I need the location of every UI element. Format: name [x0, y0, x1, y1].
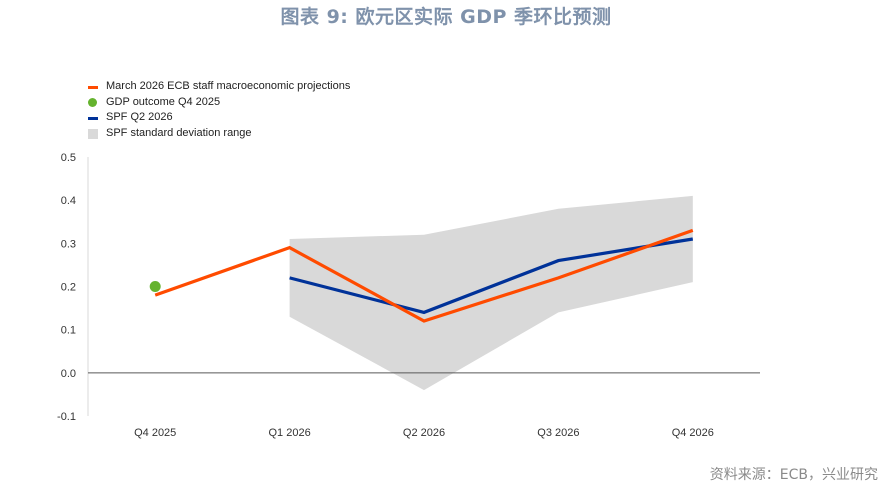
- y-tick-label: 0.5: [61, 152, 76, 164]
- legend-item-ecb-projections: March 2026 ECB staff macroeconomic proje…: [88, 79, 350, 95]
- orange-line-swatch: [88, 85, 98, 89]
- source-note: 资料来源：ECB，兴业研究: [709, 467, 878, 483]
- legend-label: March 2026 ECB staff macroeconomic proje…: [106, 80, 351, 92]
- blue-line-swatch: [88, 116, 98, 120]
- x-tick-label: Q4 2025: [134, 427, 176, 439]
- y-tick-label: 0.4: [61, 195, 76, 207]
- gray-square-swatch: [88, 128, 98, 139]
- y-tick-label: 0.2: [61, 282, 76, 294]
- spf-standard-deviation-range-band: [289, 195, 693, 391]
- y-tick-label: 0.3: [61, 238, 76, 250]
- legend-item-gdp-outcome: GDP outcome Q4 2025: [88, 95, 350, 111]
- legend-label: SPF Q2 2026: [106, 111, 173, 124]
- gdp-outcome-q4-2025-marker: [149, 281, 161, 292]
- legend-item-spf: SPF Q2 2026: [88, 110, 350, 126]
- chart-title: 图表 9: 欧元区实际 GDP 季环比预测: [280, 6, 612, 28]
- y-tick-label: -0.1: [57, 411, 76, 423]
- legend-label: SPF standard deviation range: [106, 127, 252, 140]
- x-tick-label: Q4 2026: [672, 427, 714, 439]
- march-2026-ecb-staff-macroeconomic-projections-line: [154, 228, 694, 323]
- x-tick-label: Q3 2026: [537, 427, 579, 439]
- green-dot-swatch: [88, 97, 97, 107]
- x-tick-label: Q1 2026: [268, 427, 310, 439]
- y-tick-label: 0.0: [61, 368, 76, 380]
- y-tick-label: 0.1: [61, 325, 76, 337]
- legend-label: GDP outcome Q4 2025: [106, 95, 221, 108]
- spf-q2-2026-line: [289, 237, 694, 315]
- legend: March 2026 ECB staff macroeconomic proje…: [88, 79, 350, 142]
- x-tick-label: Q2 2026: [403, 427, 445, 439]
- legend-item-spf-range: SPF standard deviation range: [88, 126, 350, 142]
